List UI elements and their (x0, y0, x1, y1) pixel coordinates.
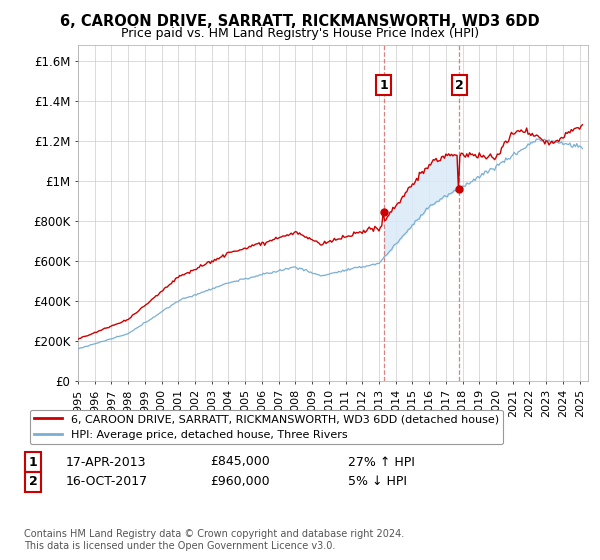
Text: 1: 1 (29, 455, 37, 469)
Text: Contains HM Land Registry data © Crown copyright and database right 2024.
This d: Contains HM Land Registry data © Crown c… (24, 529, 404, 551)
Legend: 6, CAROON DRIVE, SARRATT, RICKMANSWORTH, WD3 6DD (detached house), HPI: Average : 6, CAROON DRIVE, SARRATT, RICKMANSWORTH,… (29, 410, 503, 444)
Text: 17-APR-2013: 17-APR-2013 (66, 455, 146, 469)
Text: £960,000: £960,000 (210, 475, 269, 488)
Text: 2: 2 (455, 78, 463, 92)
Text: 2: 2 (29, 475, 37, 488)
Text: 16-OCT-2017: 16-OCT-2017 (66, 475, 148, 488)
Text: 27% ↑ HPI: 27% ↑ HPI (348, 455, 415, 469)
Text: 5% ↓ HPI: 5% ↓ HPI (348, 475, 407, 488)
Text: £845,000: £845,000 (210, 455, 270, 469)
Text: 1: 1 (379, 78, 388, 92)
Text: 6, CAROON DRIVE, SARRATT, RICKMANSWORTH, WD3 6DD: 6, CAROON DRIVE, SARRATT, RICKMANSWORTH,… (60, 14, 540, 29)
Text: Price paid vs. HM Land Registry's House Price Index (HPI): Price paid vs. HM Land Registry's House … (121, 27, 479, 40)
